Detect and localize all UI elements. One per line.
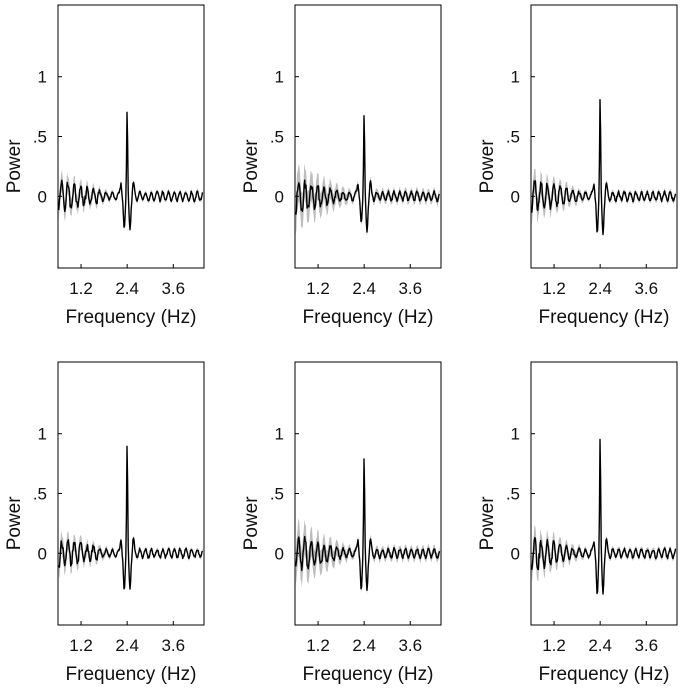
x-axis-label: Frequency (Hz)	[66, 307, 197, 328]
power-series-line	[295, 458, 441, 591]
error-band	[295, 455, 440, 595]
y-tick-label: 0	[275, 544, 284, 563]
chart-panel-4: 1.2 2.4 3.6 0 .5 1 Frequency (Hz) Power	[4, 361, 205, 685]
x-tick-label: 1.2	[69, 279, 93, 298]
x-tick-label: 3.6	[161, 636, 185, 655]
power-series-line	[531, 99, 677, 236]
y-axis-label: Power	[241, 496, 262, 551]
plot-frame	[57, 361, 205, 626]
x-tick-label: 3.6	[634, 636, 658, 655]
y-tick-label: 1	[511, 425, 520, 444]
y-axis-label: Power	[477, 139, 498, 194]
x-tick-label: 1.2	[306, 279, 330, 298]
y-tick-label: 0	[38, 544, 47, 563]
x-tick-label: 2.4	[588, 279, 612, 298]
y-tick-label: 1	[275, 68, 284, 87]
plot-frame	[294, 4, 442, 269]
chart-panel-1: 1.2 2.4 3.6 0 .5 1 Frequency (Hz) Power	[4, 4, 205, 328]
x-tick-label: 2.4	[352, 636, 376, 655]
x-tick-label: 3.6	[398, 279, 422, 298]
y-tick-label: 0	[38, 187, 47, 206]
power-series-line	[295, 115, 441, 233]
x-axis-label: Frequency (Hz)	[303, 307, 434, 328]
y-axis-label: Power	[477, 496, 498, 551]
x-tick-label: 1.2	[306, 636, 330, 655]
y-tick-label: .5	[270, 485, 284, 504]
x-axis-label: Frequency (Hz)	[539, 664, 670, 685]
x-tick-label: 2.4	[352, 279, 376, 298]
x-axis-label: Frequency (Hz)	[66, 664, 197, 685]
y-axis-label: Power	[241, 139, 262, 194]
x-tick-label: 2.4	[115, 636, 139, 655]
y-axis-label: Power	[4, 139, 25, 194]
y-tick-label: 0	[511, 544, 520, 563]
y-tick-label: .5	[506, 485, 520, 504]
power-series-line	[58, 111, 204, 231]
y-tick-label: 0	[275, 187, 284, 206]
x-tick-label: 3.6	[161, 279, 185, 298]
x-axis-label: Frequency (Hz)	[303, 664, 434, 685]
power-series-line	[58, 445, 204, 590]
chart-panel-2: 1.2 2.4 3.6 0 .5 1 Frequency (Hz) Power	[241, 4, 442, 328]
y-tick-label: .5	[506, 128, 520, 147]
chart-panel-6: 1.2 2.4 3.6 0 .5 1 Frequency (Hz) Power	[477, 361, 678, 685]
x-tick-label: 1.2	[542, 279, 566, 298]
x-tick-label: 2.4	[115, 279, 139, 298]
y-tick-label: 1	[511, 68, 520, 87]
chart-panel-5: 1.2 2.4 3.6 0 .5 1 Frequency (Hz) Power	[241, 361, 442, 685]
y-tick-label: .5	[33, 485, 47, 504]
chart-panel-3: 1.2 2.4 3.6 0 .5 1 Frequency (Hz) Power	[477, 4, 678, 328]
plot-frame	[57, 4, 205, 269]
error-band	[531, 97, 676, 238]
x-tick-label: 1.2	[542, 636, 566, 655]
x-tick-label: 3.6	[634, 279, 658, 298]
x-tick-label: 1.2	[69, 636, 93, 655]
y-tick-label: 1	[38, 425, 47, 444]
y-tick-label: .5	[270, 128, 284, 147]
y-tick-label: .5	[33, 128, 47, 147]
x-axis-label: Frequency (Hz)	[539, 307, 670, 328]
y-tick-label: 0	[511, 187, 520, 206]
y-tick-label: 1	[275, 425, 284, 444]
x-tick-label: 3.6	[398, 636, 422, 655]
power-series-line	[531, 438, 677, 595]
y-axis-label: Power	[4, 496, 25, 551]
y-tick-label: 1	[38, 68, 47, 87]
x-tick-label: 2.4	[588, 636, 612, 655]
